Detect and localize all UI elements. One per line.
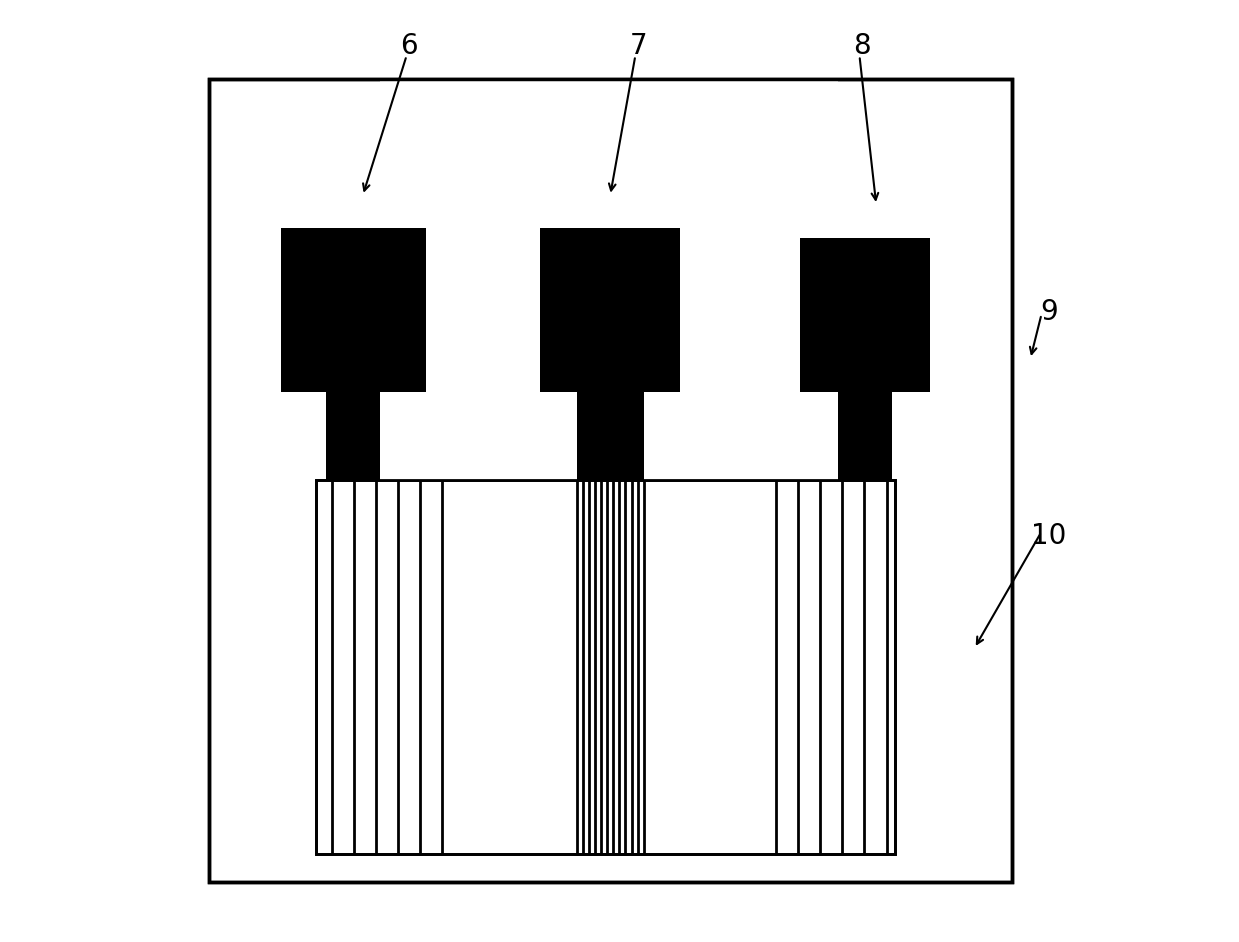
Text: 8: 8 bbox=[854, 32, 871, 60]
Bar bbox=[540, 228, 680, 392]
Text: 7: 7 bbox=[629, 32, 647, 60]
Bar bbox=[208, 79, 1011, 882]
Bar bbox=[799, 237, 930, 392]
Bar bbox=[208, 79, 1011, 882]
Bar bbox=[838, 387, 892, 480]
Bar bbox=[316, 480, 895, 853]
Bar bbox=[326, 387, 380, 480]
Bar bbox=[281, 228, 426, 392]
Bar bbox=[326, 387, 380, 480]
Text: 9: 9 bbox=[1040, 299, 1058, 326]
Bar bbox=[576, 387, 644, 480]
Bar bbox=[576, 387, 644, 480]
Bar bbox=[316, 480, 895, 853]
Bar bbox=[380, 79, 838, 480]
Bar bbox=[799, 237, 930, 392]
Text: 10: 10 bbox=[1031, 523, 1067, 550]
Bar bbox=[281, 228, 426, 392]
Bar bbox=[838, 387, 892, 480]
Bar bbox=[540, 228, 680, 392]
Text: 6: 6 bbox=[400, 32, 419, 60]
